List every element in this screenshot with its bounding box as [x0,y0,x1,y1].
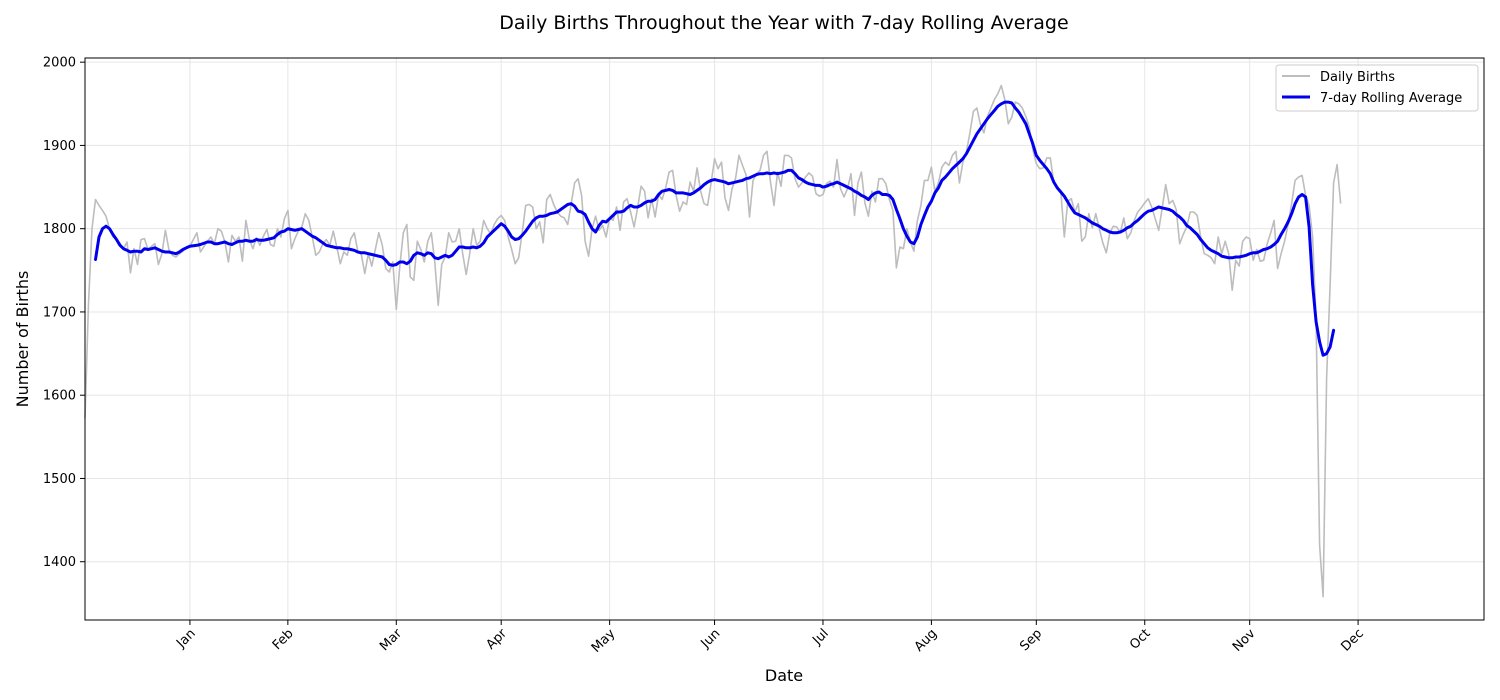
y-tick-label: 1400 [43,555,76,570]
x-tick-label-sep: Sep [1017,626,1045,654]
y-tick-label: 1800 [43,222,76,237]
x-tick-label-oct: Oct [1127,626,1154,653]
x-tick-label-mar: Mar [377,626,405,654]
x-axis: Jan Feb Mar Apr May Jun Jul Aug Sep Oct Nov Dec [173,620,1367,656]
y-axis-title: Number of Births [13,271,32,408]
y-tick-label: 1900 [43,139,76,154]
plot-area-frame [84,57,1485,621]
x-tick-label-jan: Jan [173,626,198,651]
y-tick-label: 1700 [43,305,76,320]
x-tick-label-jun: Jun [698,626,724,652]
legend: Daily Births 7-day Rolling Average [1275,64,1479,112]
y-tick-label: 2000 [43,56,76,71]
x-tick-label-feb: Feb [270,626,297,653]
series-line-daily-births [84,84,1342,598]
chart-title: Daily Births Throughout the Year with 7-… [499,12,1068,34]
x-tick-label-dec: Dec [1339,626,1367,654]
legend-label-rolling-average: 7-day Rolling Average [1320,91,1462,106]
legend-box [1275,64,1479,112]
series-line-rolling-average [94,100,1336,357]
legend-label-daily-births: Daily Births [1320,70,1395,85]
grid-lines [85,58,1484,620]
x-tick-label-jul: Jul [809,626,831,648]
x-axis-title: Date [765,666,803,685]
y-tick-label: 1500 [43,472,76,487]
series-lines [84,84,1342,598]
x-tick-label-apr: Apr [484,626,511,653]
x-tick-label-may: May [589,626,619,656]
x-tick-label-aug: Aug [912,626,941,655]
y-axis: 1400 1500 1600 1700 1800 1900 2000 [43,56,85,570]
x-tick-label-nov: Nov [1230,626,1259,655]
y-tick-label: 1600 [43,389,76,404]
